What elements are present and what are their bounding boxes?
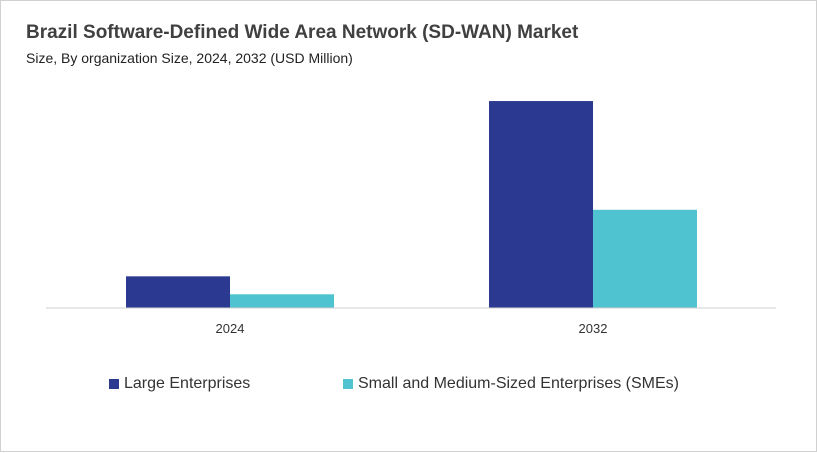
legend-swatch-smes [343,379,353,389]
legend-swatch-large-enterprises [109,379,119,389]
legend-label-smes: Small and Medium-Sized Enterprises (SMEs… [358,375,679,392]
bar-smes-2024 [230,294,334,308]
bar-large-enterprises-2032 [489,101,593,309]
legend: Large Enterprises Small and Medium-Sized… [1,375,817,399]
legend-label-large-enterprises: Large Enterprises [124,375,251,392]
x-tick-labels: 2024 2032 [216,321,608,336]
x-tick-label-2024: 2024 [216,321,245,336]
bar-large-enterprises-2024 [126,276,230,308]
bars-group [126,101,697,309]
chart-subtitle: Size, By organization Size, 2024, 2032 (… [26,50,353,66]
x-tick-label-2032: 2032 [579,321,608,336]
legend-item-smes: Small and Medium-Sized Enterprises (SMEs… [343,375,679,393]
chart-title: Brazil Software-Defined Wide Area Networ… [26,22,579,43]
legend-item-large-enterprises: Large Enterprises [109,375,250,393]
bar-smes-2032 [593,209,697,308]
